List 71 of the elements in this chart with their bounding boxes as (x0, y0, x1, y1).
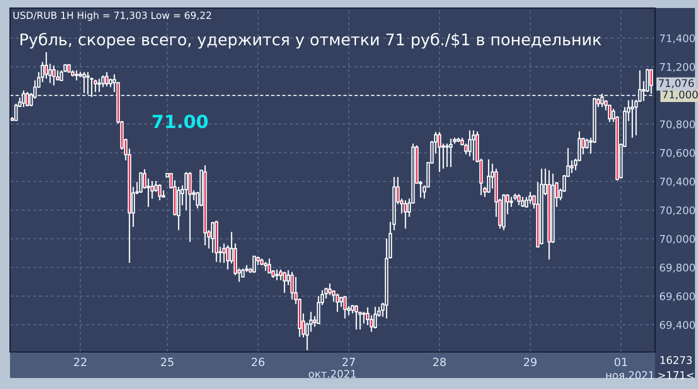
candlestick (184, 171, 188, 211)
candlestick (354, 304, 358, 330)
x-tick-label: 22 (74, 358, 86, 366)
candlestick (26, 91, 30, 107)
candlestick (94, 79, 98, 93)
y-tick-label: 70,600 (660, 148, 695, 158)
candlestick (188, 171, 192, 243)
candlestick (52, 64, 56, 86)
text: 16273 (660, 356, 692, 364)
candlestick (438, 131, 442, 173)
candlestick (472, 130, 476, 161)
candlestick (98, 78, 101, 93)
candlestick (449, 138, 453, 168)
text: Рубль, скорее всего, удержится у отметки 71 руб./$1 в понедельник (20, 32, 602, 49)
candlestick (275, 268, 279, 281)
y-tick-label: 70,800 (660, 120, 695, 130)
candlestick (404, 200, 408, 230)
candlestick (252, 256, 256, 274)
candlestick (608, 104, 612, 123)
candlestick (336, 292, 340, 312)
candlestick (44, 52, 48, 80)
candlestick (22, 90, 26, 108)
candlestick (570, 160, 574, 174)
y-tick-label: 70,200 (660, 206, 695, 216)
candlestick (264, 261, 268, 272)
candlestick (105, 71, 109, 88)
y-tick-label: 70,400 (660, 178, 695, 187)
y-tick-label: 70,000 (660, 234, 695, 244)
candlestick (86, 71, 90, 96)
candlestick (373, 306, 377, 330)
chart-subtitle: USD/RUB 1H High = 71,303 Low = 69,22 (13, 11, 211, 21)
x-tick-label: 28 (433, 358, 446, 366)
text: >171< (658, 371, 694, 379)
x-tick-label: 01 (614, 358, 628, 366)
candlestick (520, 196, 524, 208)
candlestick (268, 258, 272, 274)
candlestick (468, 130, 472, 157)
x-tick-label: 26 (252, 358, 264, 366)
y-tick-label: 69,600 (660, 292, 695, 302)
x-tick-label: 25 (161, 358, 174, 366)
candlestick (585, 138, 589, 150)
candlestick (74, 70, 78, 82)
y-tick-label: 71,200 (660, 62, 695, 72)
candlestick (362, 311, 366, 324)
text: ноя.2021 (606, 371, 654, 380)
candlestick (158, 184, 162, 201)
text: 71,076 (658, 79, 694, 88)
candlestick (82, 71, 86, 94)
y-tick-label: 69,400 (660, 320, 695, 330)
candlestick (630, 99, 634, 138)
x-tick-label: 29 (524, 358, 537, 366)
y-tick-label: 69,800 (660, 264, 695, 273)
candlestick (56, 70, 60, 82)
candlestick (486, 158, 490, 194)
candlestick (139, 172, 143, 194)
candlestick (649, 68, 653, 94)
candlestick (210, 221, 214, 254)
candlestick (343, 295, 347, 320)
y-tick-label: 71,400 (660, 34, 695, 44)
candlestick (222, 242, 226, 264)
candlestick (528, 191, 532, 204)
candlestick (445, 142, 449, 168)
annotation: 71.00 (152, 114, 208, 128)
x-tick-label: 27 (342, 358, 355, 366)
ref-line-label: 71,000 (662, 90, 698, 100)
candlestick (600, 93, 604, 108)
candlestick (14, 103, 18, 122)
x-axis-title: окт.2021 (308, 370, 356, 378)
candlestick (517, 194, 521, 206)
candlestick (524, 196, 528, 208)
candlestick (290, 271, 294, 300)
